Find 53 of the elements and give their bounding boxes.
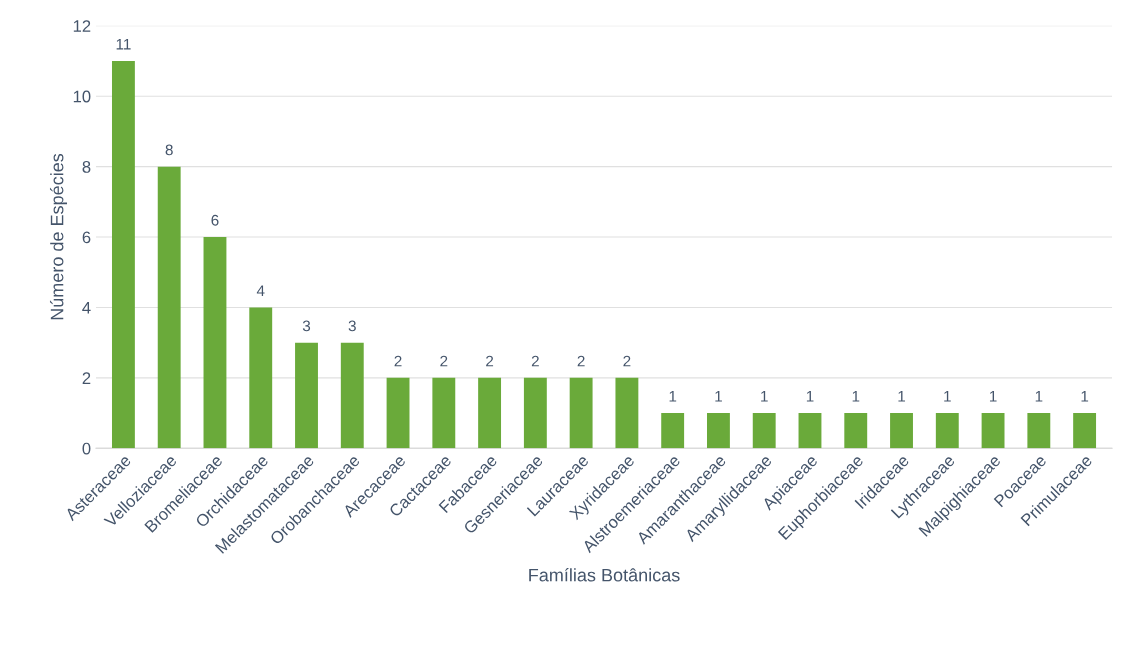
data-label: 1 [1035,391,1043,402]
bar [203,237,227,449]
y-tick-label: 0 [82,442,91,455]
y-tick-label: 2 [82,372,91,384]
bar [661,413,685,449]
y-tick-label: 4 [82,302,91,314]
data-label: 1 [669,391,677,402]
data-label: 6 [211,214,219,226]
bar [249,307,273,449]
y-tick-label: 12 [73,20,91,32]
data-label: 1 [989,391,997,402]
bar [890,413,913,449]
data-label: 8 [165,144,173,156]
data-label: 1 [944,391,951,402]
y-tick-label: 10 [73,90,91,103]
data-label: 2 [623,355,631,367]
data-label: 1 [1081,391,1089,402]
x-axis-title: Famílias Botânicas [529,568,680,582]
data-label: 3 [302,320,311,332]
bar [981,413,1005,449]
data-label: 4 [256,285,265,296]
bar [707,413,730,449]
data-label: 2 [486,355,494,367]
data-label: 1 [806,391,814,402]
data-label: 2 [394,355,402,367]
bar [752,413,776,449]
bar [844,413,868,449]
data-label: 3 [348,320,356,332]
data-label: 2 [531,355,539,367]
data-label: 1 [852,391,860,402]
bar [386,377,410,449]
bar [615,377,639,449]
bar [1027,413,1051,449]
bar [569,377,593,449]
bar [340,342,364,449]
y-axis-title: Número de Espécies [49,153,68,320]
data-label: 2 [440,355,448,367]
data-label: 2 [577,355,585,367]
bar [798,413,822,449]
data-label: 1 [715,391,722,402]
data-label: 1 [898,391,906,402]
bar [432,377,456,449]
bar [295,342,318,449]
data-label: 11 [116,38,131,50]
y-tick-label: 6 [82,231,91,244]
y-tick-label: 8 [82,161,91,173]
bar [478,377,502,449]
bar [157,166,181,449]
data-label: 1 [761,391,768,402]
bar [523,377,547,449]
bar [1073,413,1097,449]
bar [935,413,959,449]
bar [111,61,135,449]
